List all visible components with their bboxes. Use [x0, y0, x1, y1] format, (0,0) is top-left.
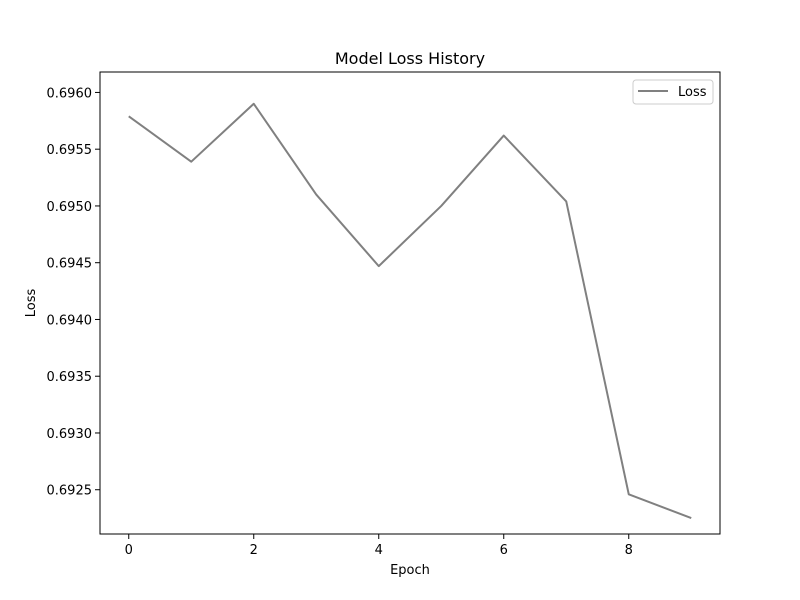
plot-frame [99, 71, 721, 535]
x-axis: 0 2 4 6 8 [125, 534, 633, 558]
y-tick-label: 0.6945 [47, 257, 93, 272]
legend: Loss [632, 79, 714, 105]
legend-label-loss: Loss [678, 85, 707, 100]
y-tick-label: 0.6925 [47, 484, 93, 499]
y-tick-label: 0.6935 [47, 370, 93, 385]
x-tick-label: 2 [250, 543, 258, 558]
y-tick-label: 0.6955 [47, 143, 93, 158]
series-line-loss [128, 102, 692, 520]
y-tick-label: 0.6960 [47, 86, 93, 101]
y-tick-label: 0.6940 [47, 313, 93, 328]
x-tick-label: 8 [625, 543, 633, 558]
y-tick-label: 0.6930 [47, 427, 93, 442]
x-tick-label: 0 [125, 543, 133, 558]
x-tick-label: 4 [375, 543, 383, 558]
y-axis: 0.6925 0.6930 0.6935 0.6940 0.6945 0.6950 0.69… [47, 86, 100, 499]
y-tick-label: 0.6950 [47, 200, 93, 215]
legend-box [632, 79, 714, 105]
plot-area [128, 102, 692, 520]
chart-title: Model Loss History [335, 49, 485, 68]
x-tick-label: 6 [500, 543, 508, 558]
y-axis-title: Loss [24, 289, 39, 318]
x-axis-title: Epoch [390, 563, 430, 578]
